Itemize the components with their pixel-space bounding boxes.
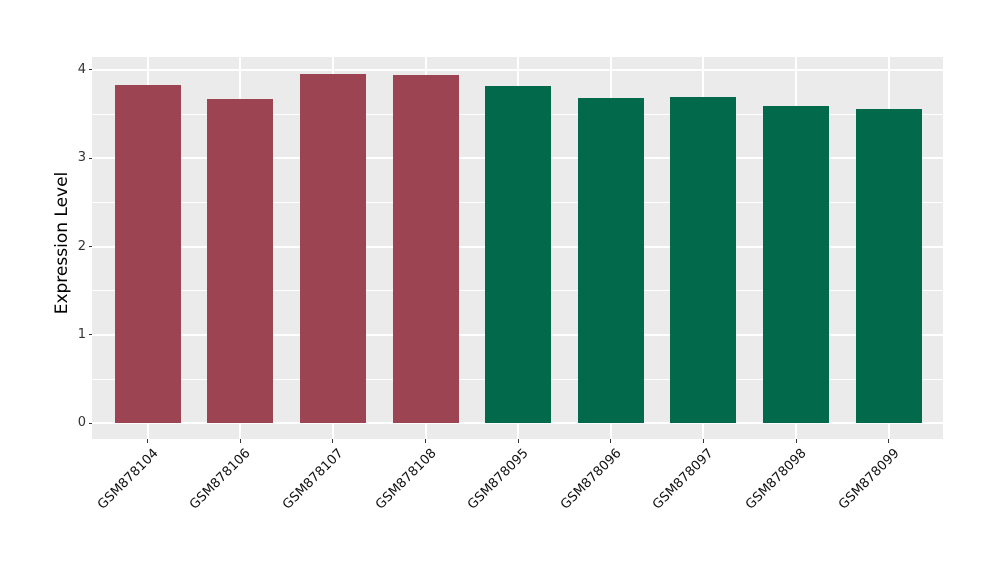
y-tick-mark-0	[89, 422, 92, 424]
bar-GSM878106	[207, 99, 274, 424]
bar-GSM878107	[299, 73, 366, 424]
y-tick-mark-3	[89, 157, 92, 159]
y-tick-mark-1	[89, 334, 92, 336]
x-tick-mark-GSM878107	[332, 439, 334, 443]
y-tick-label-0: 0	[77, 415, 86, 431]
bar-GSM878095	[485, 85, 552, 424]
x-tick-mark-GSM878098	[795, 439, 797, 443]
bar-GSM878097	[670, 96, 737, 424]
y-tick-label-4: 4	[77, 61, 86, 77]
bar-GSM878099	[855, 108, 922, 424]
x-tick-mark-GSM878096	[610, 439, 612, 443]
plot-panel	[92, 57, 943, 439]
y-tick-mark-4	[89, 69, 92, 71]
x-tick-mark-GSM878095	[517, 439, 519, 443]
x-tick-label-GSM878099: GSM878099	[835, 446, 903, 513]
x-tick-mark-GSM878097	[702, 439, 704, 443]
y-tick-label-3: 3	[77, 150, 86, 166]
x-tick-mark-GSM878106	[239, 439, 241, 443]
x-tick-mark-GSM878099	[888, 439, 890, 443]
bar-GSM878096	[577, 98, 644, 424]
bar-GSM878104	[114, 85, 181, 424]
y-tick-label-2: 2	[77, 238, 86, 254]
y-tick-mark-2	[89, 246, 92, 248]
bar-GSM878098	[763, 106, 830, 424]
x-tick-mark-GSM878104	[147, 439, 149, 443]
bar-GSM878108	[392, 75, 459, 424]
x-tick-mark-GSM878108	[425, 439, 427, 443]
y-tick-label-1: 1	[77, 326, 86, 342]
